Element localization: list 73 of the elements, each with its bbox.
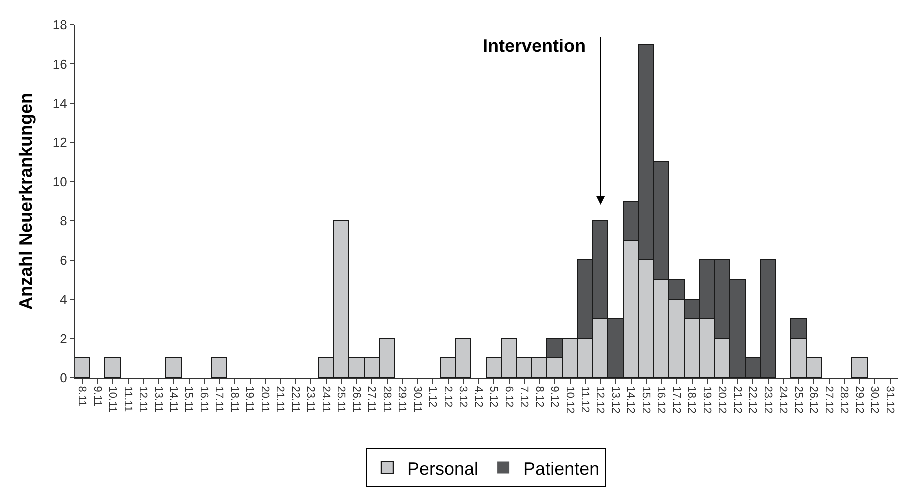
x-tick-label: 23.11 [304,386,317,413]
x-tick-label: 13.11 [152,386,164,413]
x-tick-label: 16.11 [198,386,210,413]
y-tick-label: 14 [52,96,68,111]
bar [210,356,227,378]
bar [75,356,90,378]
x-tick-label: 26.11 [350,386,362,413]
x-tick-label: 28.12 [838,386,850,414]
x-tick-label: 11.11 [122,386,134,412]
x-tick-label: 10.11 [106,386,119,413]
x-tick-label: 4.12 [472,386,484,408]
x-tick-label: 31.12 [884,386,896,414]
x-tick-label: 27.11 [366,386,378,413]
y-tick-label: 16 [52,56,68,72]
x-tick-label: 20.12 [716,386,728,414]
x-tick-label: 30.12 [868,386,881,414]
x-tick-label: 12.12 [594,386,606,414]
y-tick-label: 10 [52,174,68,190]
x-tick-label: 17.12 [670,386,682,414]
y-tick-label: 2 [60,331,68,346]
y-tick-label: 0 [60,370,68,386]
annotation: Intervention [483,36,586,56]
legend-label: Patienten [524,458,600,479]
x-tick-label: 8.12 [533,386,546,408]
x-tick-label: 25.11 [335,386,348,413]
x-tick-label: 30.11 [411,386,424,413]
x-tick-label: 14.11 [167,386,180,413]
x-tick-label: 16.12 [655,386,668,414]
x-tick-label: 24.12 [777,386,790,414]
y-axis-title: Anzahl Neuerkrankungen [16,92,36,310]
x-tick-label: 8.11 [76,386,88,407]
bar [164,356,182,378]
x-tick-label: 3.12 [457,386,470,408]
x-tick-label: 29.12 [853,386,866,414]
x-tick-label: 9.12 [548,386,561,408]
x-tick-label: 6.12 [502,386,515,408]
x-tick-label: 20.11 [258,386,271,413]
x-tick-label: 18.12 [686,386,698,414]
bar [850,356,868,378]
x-tick-label: 14.12 [624,386,637,414]
bar [104,356,121,378]
x-tick-label: 21.11 [274,386,286,413]
x-tick-label: 27.12 [822,386,835,414]
legend-label: Personal [408,458,479,479]
x-tick-label: 23.12 [762,386,774,414]
x-tick-label: 15.12 [640,386,652,414]
x-tick-label: 26.12 [808,386,820,414]
x-tick-label: 24.11 [320,386,332,413]
y-tick-label: 8 [60,214,68,229]
y-tick-label: 4 [60,292,68,308]
x-tick-label: 1.12 [426,386,439,408]
x-tick-label: 19.12 [700,386,713,414]
y-tick-label: 12 [52,135,68,150]
x-tick-label: 10.12 [564,386,576,414]
x-tick-label: 22.11 [289,386,302,413]
x-tick-label: 5.12 [488,386,500,408]
x-tick-label: 28.11 [380,386,393,413]
x-tick-label: 22.12 [746,386,759,414]
y-tick-label: 18 [52,18,68,33]
x-tick-label: 29.11 [396,386,408,413]
x-tick-label: 15.11 [182,386,195,413]
y-tick-label: 6 [60,252,68,268]
x-tick-label: 2.12 [442,386,454,408]
x-tick-label: 13.12 [609,386,622,414]
x-tick-label: 21.12 [731,386,744,414]
x-tick-label: 9.11 [91,386,104,407]
x-tick-label: 25.12 [792,386,804,414]
x-tick-label: 19.11 [244,386,256,413]
x-tick-label: 18.11 [228,386,240,413]
x-tick-label: 17.11 [213,386,226,413]
x-tick-label: 12.11 [137,386,150,413]
x-tick-label: 7.12 [518,386,530,408]
x-tick-label: 11.12 [578,386,591,413]
